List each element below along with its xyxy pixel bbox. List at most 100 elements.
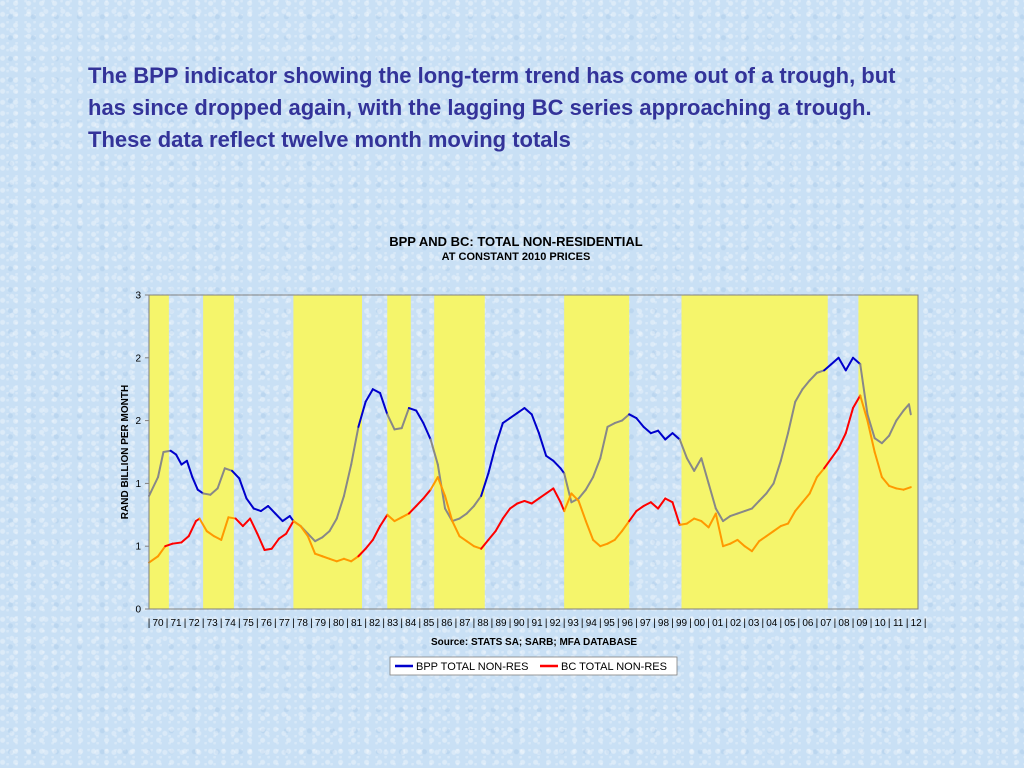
series-segment bbox=[472, 545, 483, 550]
x-tick-separator: | bbox=[761, 618, 764, 629]
series-segment bbox=[707, 482, 717, 510]
series-segment bbox=[148, 555, 160, 564]
shaded-period-4 bbox=[434, 295, 485, 609]
shaded-period-5 bbox=[564, 295, 630, 609]
x-tick-separator: | bbox=[437, 618, 440, 629]
x-tick-label: 94 bbox=[586, 618, 598, 629]
series-segment bbox=[407, 407, 418, 412]
series-segment bbox=[321, 555, 331, 560]
series-segment bbox=[379, 391, 389, 416]
y-tick-label: 3 bbox=[135, 291, 141, 302]
series-segment bbox=[657, 429, 667, 441]
series-segment bbox=[866, 419, 876, 453]
series-segment bbox=[693, 517, 703, 523]
series-segment bbox=[407, 505, 418, 515]
series-segment bbox=[794, 501, 804, 513]
x-tick-label: 82 bbox=[369, 618, 381, 629]
x-tick-separator: | bbox=[256, 618, 259, 629]
series-segment bbox=[252, 507, 262, 513]
series-segment bbox=[238, 477, 248, 500]
series-segment bbox=[685, 517, 696, 525]
series-segment bbox=[722, 515, 732, 523]
x-tick-separator: | bbox=[418, 618, 421, 629]
series-segment bbox=[227, 516, 237, 520]
x-tick-label: 88 bbox=[477, 618, 489, 629]
series-segment bbox=[357, 400, 367, 428]
x-tick-label: 71 bbox=[171, 618, 183, 629]
series-segment bbox=[472, 494, 483, 508]
series-segment bbox=[328, 517, 338, 533]
x-tick-label: 06 bbox=[802, 618, 814, 629]
series-segment bbox=[458, 535, 468, 543]
y-tick-label: 2 bbox=[135, 416, 141, 427]
series-segment bbox=[693, 457, 703, 472]
series-segment bbox=[162, 449, 172, 453]
x-tick-separator: | bbox=[888, 618, 891, 629]
series-segment bbox=[613, 419, 623, 425]
x-tick-separator: | bbox=[870, 618, 873, 629]
series-segment bbox=[772, 459, 782, 485]
series-segment bbox=[642, 425, 652, 435]
series-segment bbox=[223, 467, 234, 472]
series-segment bbox=[779, 522, 790, 528]
x-tick-separator: | bbox=[292, 618, 295, 629]
x-tick-label: 86 bbox=[441, 618, 453, 629]
y-tick-label: 0 bbox=[135, 605, 141, 616]
series-segment bbox=[444, 494, 454, 523]
x-tick-separator: | bbox=[743, 618, 746, 629]
series-segment bbox=[613, 530, 623, 541]
chart-source: Source: STATS SA; SARB; MFA DATABASE bbox=[431, 637, 637, 648]
series-segment bbox=[415, 409, 425, 425]
series-segment bbox=[707, 512, 717, 529]
x-tick-separator: | bbox=[455, 618, 458, 629]
series-segment bbox=[350, 555, 360, 563]
x-tick-separator: | bbox=[599, 618, 602, 629]
x-tick-label: 92 bbox=[550, 618, 562, 629]
series-segment bbox=[393, 516, 403, 523]
series-segment bbox=[765, 482, 775, 495]
series-segment bbox=[736, 510, 746, 515]
x-tick-separator: | bbox=[798, 618, 801, 629]
x-tick-label: 09 bbox=[856, 618, 868, 629]
x-tick-separator: | bbox=[382, 618, 385, 629]
series-segment bbox=[234, 517, 244, 528]
series-segment bbox=[758, 535, 768, 543]
series-segment bbox=[628, 510, 638, 523]
x-tick-label: 04 bbox=[766, 618, 778, 629]
series-bpp bbox=[148, 356, 912, 543]
x-tick-separator: | bbox=[491, 618, 494, 629]
series-segment bbox=[895, 487, 905, 491]
shaded-period-3 bbox=[387, 295, 411, 609]
x-tick-label: 01 bbox=[712, 618, 724, 629]
series-segment bbox=[852, 356, 862, 366]
series-segment bbox=[844, 407, 855, 435]
series-segment bbox=[758, 492, 768, 502]
x-tick-separator: | bbox=[725, 618, 728, 629]
series-segment bbox=[465, 540, 475, 548]
shaded-period-0 bbox=[149, 295, 169, 609]
series-segment bbox=[364, 538, 374, 550]
series-segment bbox=[620, 520, 631, 533]
shaded-period-2 bbox=[293, 295, 363, 609]
x-tick-label: 91 bbox=[532, 618, 544, 629]
series-segment bbox=[808, 371, 818, 382]
x-tick-separator: | bbox=[400, 618, 403, 629]
series-segment bbox=[664, 497, 674, 504]
series-segment bbox=[844, 356, 855, 372]
series-segment bbox=[830, 356, 840, 366]
series-segment bbox=[584, 520, 595, 541]
x-tick-label: 11 bbox=[893, 618, 904, 629]
series-segment bbox=[552, 459, 562, 470]
series-segment bbox=[570, 492, 580, 502]
series-segment bbox=[642, 501, 652, 508]
series-segment bbox=[509, 502, 519, 510]
slide-headline: The BPP indicator showing the long-term … bbox=[88, 63, 896, 152]
x-tick-separator: | bbox=[689, 618, 692, 629]
x-tick-separator: | bbox=[509, 618, 512, 629]
x-tick-label: 80 bbox=[333, 618, 345, 629]
series-segment bbox=[852, 394, 862, 410]
x-tick-label: 08 bbox=[838, 618, 850, 629]
series-segment bbox=[270, 537, 280, 550]
series-segment bbox=[606, 538, 616, 545]
